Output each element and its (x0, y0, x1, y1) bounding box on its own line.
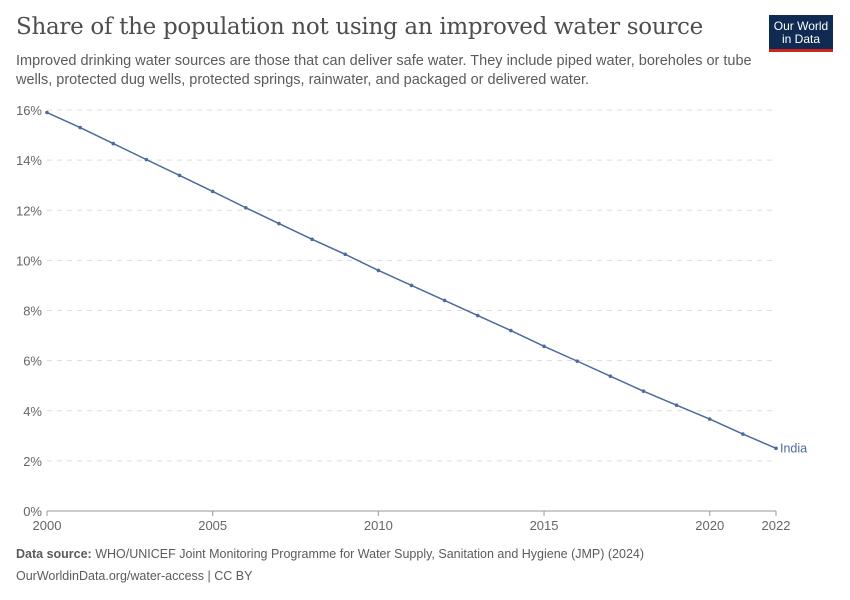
data-point (542, 344, 546, 349)
data-point (277, 221, 281, 226)
data-point (741, 432, 745, 436)
y-tick-label: 4% (23, 404, 42, 419)
data-point (608, 374, 613, 378)
x-tick-label: 2000 (33, 518, 62, 533)
data-point (310, 237, 314, 242)
y-tick-label: 16% (16, 103, 42, 118)
data-point (475, 313, 480, 318)
data-point (575, 359, 579, 363)
x-tick-label: 2005 (198, 518, 227, 533)
data-point (376, 268, 381, 273)
data-source: Data source: WHO/UNICEF Joint Monitoring… (16, 547, 644, 561)
y-tick-label: 10% (16, 253, 42, 268)
data-point (244, 205, 248, 210)
data-point (509, 328, 513, 333)
source-link[interactable]: OurWorldinData.org/water-access | CC BY (16, 569, 253, 583)
data-point (45, 110, 49, 115)
x-tick-label: 2022 (762, 518, 791, 533)
series-label: India (780, 441, 807, 455)
y-tick-label: 8% (23, 304, 42, 319)
source-text: WHO/UNICEF Joint Monitoring Programme fo… (95, 547, 645, 561)
data-point (774, 446, 778, 451)
y-tick-label: 6% (23, 354, 42, 369)
data-point (111, 141, 116, 146)
x-tick-label: 2010 (364, 518, 393, 533)
chart-subtitle: Improved drinking water sources are thos… (16, 53, 752, 88)
data-point (442, 298, 447, 303)
x-tick-label: 2020 (695, 518, 724, 533)
source-label: Data source: (16, 547, 92, 561)
data-point (144, 157, 149, 162)
data-point (641, 389, 646, 394)
data-point (409, 283, 414, 288)
data-point (78, 125, 82, 130)
data-point (707, 417, 712, 421)
owid-logo[interactable]: Our World in Data (769, 15, 833, 52)
line-chart: 0% 2% 4% 6% 8% 10% 12% 14% 16% 2000 2005 2010 2015 20… (16, 103, 807, 533)
x-tick-label: 2015 (530, 518, 559, 533)
data-point (177, 173, 182, 178)
data-point (343, 252, 348, 257)
data-point (210, 189, 215, 194)
y-tick-label: 2% (23, 454, 42, 469)
y-tick-label: 14% (16, 153, 42, 168)
data-point (674, 403, 679, 408)
y-tick-label: 0% (23, 504, 42, 519)
chart-title: Share of the population not using an imp… (16, 14, 703, 40)
series-line-india (46, 111, 777, 450)
y-tick-label: 12% (16, 203, 42, 218)
